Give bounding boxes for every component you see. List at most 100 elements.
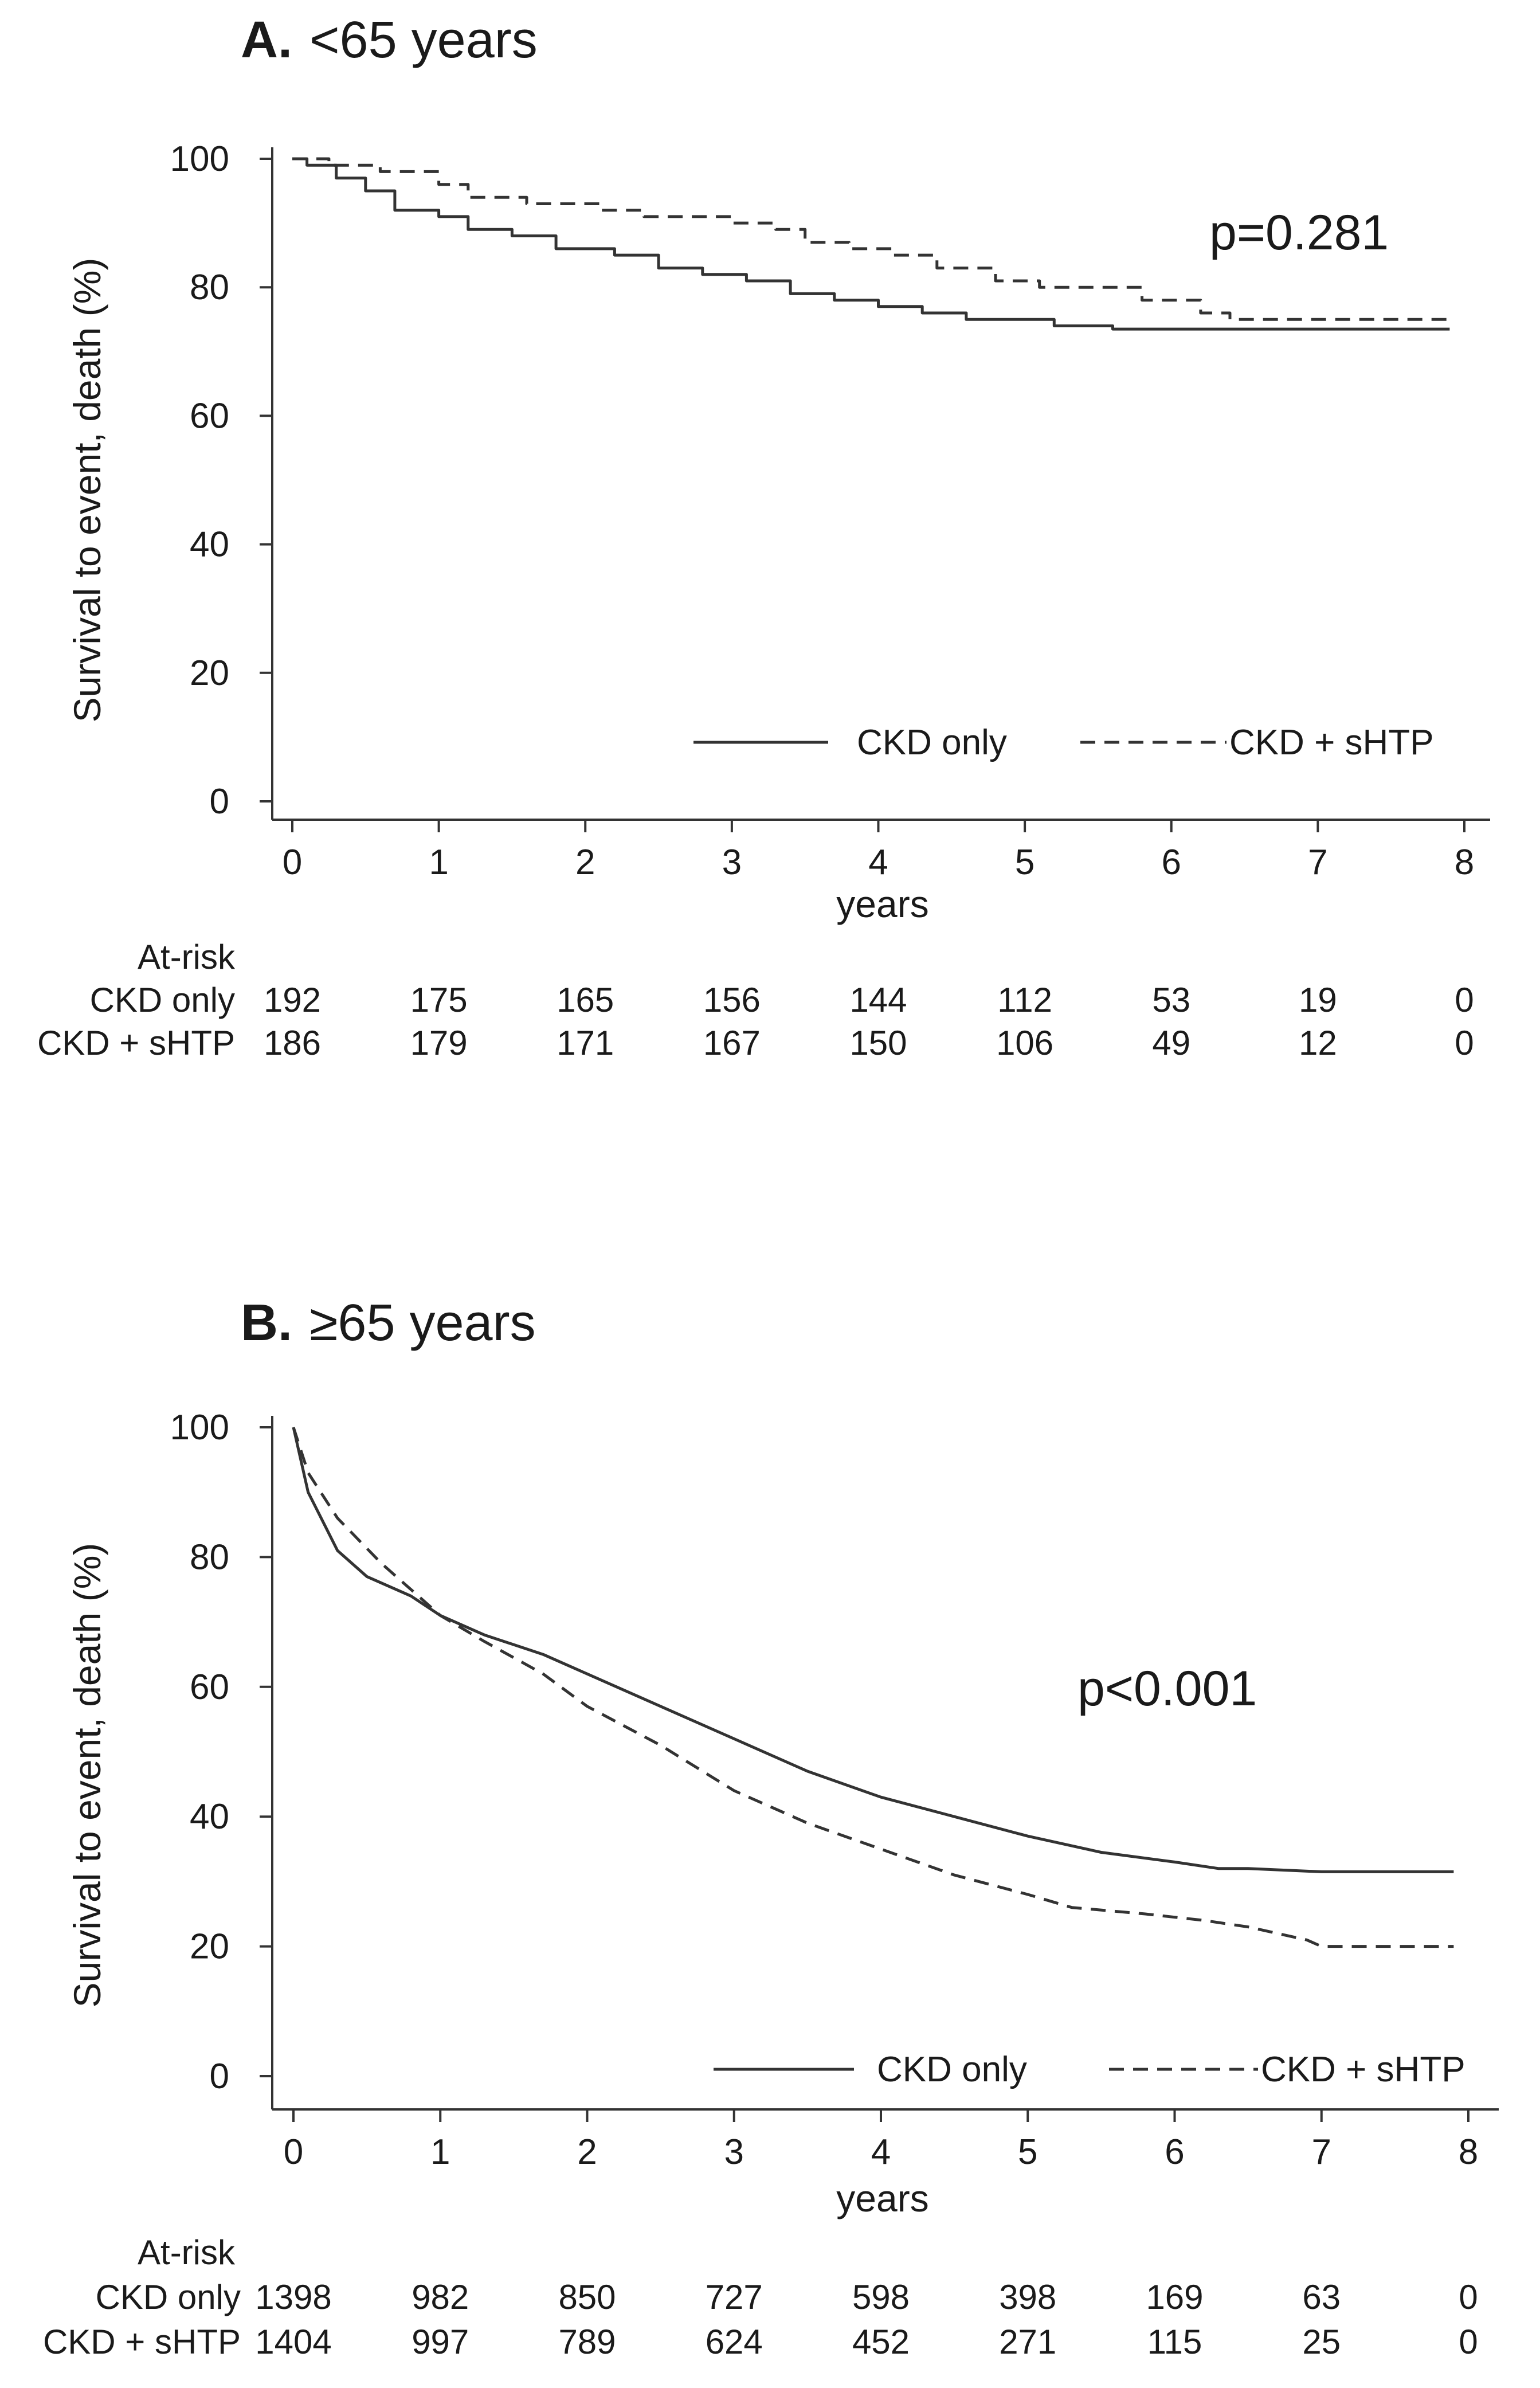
panel-a-at-risk-value: 0 — [1455, 1024, 1474, 1062]
panel-b-y-axis-label: Survival to event, death (%) — [66, 1543, 108, 2008]
panel-a-at-risk-value: 0 — [1455, 981, 1474, 1019]
panel-a-at-risk-table: At-risk CKD only CKD + sHTP 192 175 165 156… — [37, 938, 1474, 1062]
panel-b-at-risk-value: 997 — [412, 2323, 469, 2361]
panel-a-y-tick-label: 0 — [210, 782, 229, 821]
panel-a-p-value: p=0.281 — [1209, 205, 1389, 260]
panel-b-y-tick-label: 80 — [190, 1537, 229, 1577]
panel-b-x-tick-label: 0 — [284, 2132, 303, 2172]
panel-b-x-tick-label: 4 — [871, 2132, 891, 2172]
panel-b-legend: CKD only CKD + sHTP — [714, 2050, 1465, 2089]
panel-b-at-risk-value: 271 — [999, 2323, 1056, 2361]
panel-b-at-risk-row-label-ckd-shtp: CKD + sHTP — [43, 2323, 241, 2361]
panel-b-title: ≥65 years — [309, 1294, 536, 1352]
panel-b-y-tick-label: 40 — [190, 1797, 229, 1837]
panel-a-at-risk-value: 156 — [703, 981, 761, 1019]
panel-b-at-risk-value: 0 — [1459, 2323, 1478, 2361]
panel-b-y-tick-label: 100 — [170, 1408, 229, 1447]
panel-a-legend-label-ckd-only: CKD only — [857, 723, 1007, 762]
panel-b-at-risk-value: 598 — [852, 2278, 910, 2316]
panel-b-y-tick-label: 0 — [210, 2057, 229, 2096]
panel-a-at-risk-value: 167 — [703, 1024, 761, 1062]
panel-a-at-risk-value: 165 — [557, 981, 614, 1019]
panel-b: B. ≥65 years Survival to event, death (%… — [43, 1294, 1499, 2361]
panel-a-x-tick-label: 4 — [868, 843, 888, 882]
panel-b-at-risk-value: 398 — [999, 2278, 1056, 2316]
panel-a-y-tick-label: 80 — [190, 268, 229, 307]
panel-b-p-value: p<0.001 — [1077, 1661, 1257, 1716]
panel-a-at-risk-value: 144 — [849, 981, 907, 1019]
panel-b-plot-area: 0 20 40 60 80 100 0 1 2 3 4 5 6 7 8 — [170, 1408, 1499, 2172]
panel-b-x-tick-label: 8 — [1459, 2132, 1478, 2172]
panel-b-at-risk-header: At-risk — [138, 2233, 236, 2272]
panel-b-x-tick-label: 5 — [1018, 2132, 1037, 2172]
panel-a-at-risk-value: 106 — [996, 1024, 1053, 1062]
panel-a-at-risk-header: At-risk — [138, 938, 236, 976]
panel-a-at-risk-value: 19 — [1299, 981, 1337, 1019]
panel-a-x-tick-label: 3 — [722, 843, 742, 882]
panel-b-series-ckd-shtp-line — [292, 1427, 1454, 1948]
panel-b-legend-label-ckd-only: CKD only — [877, 2050, 1027, 2089]
panel-a-y-tick-label: 40 — [190, 525, 229, 565]
panel-a-at-risk-value: 150 — [849, 1024, 907, 1062]
panel-b-at-risk-value: 452 — [852, 2323, 910, 2361]
panel-b-x-axis-label: years — [836, 2177, 928, 2219]
panel-b-at-risk-value: 169 — [1146, 2278, 1203, 2316]
panel-a-at-risk-value: 171 — [557, 1024, 614, 1062]
panel-a: A. <65 years Survival to event, death (%… — [37, 11, 1490, 1062]
panel-a-series-ckd-only-line — [292, 157, 1450, 331]
panel-b-at-risk-value: 1398 — [255, 2278, 331, 2316]
panel-a-at-risk-value: 175 — [410, 981, 468, 1019]
panel-a-at-risk-value: 186 — [264, 1024, 321, 1062]
panel-b-at-risk-value: 0 — [1459, 2278, 1478, 2316]
panel-b-x-tick-label: 3 — [724, 2132, 744, 2172]
panel-b-letter: B. — [241, 1294, 292, 1352]
panel-a-x-tick-label: 5 — [1015, 843, 1034, 882]
panel-b-at-risk-value: 982 — [412, 2278, 469, 2316]
panel-a-y-tick-label: 60 — [190, 396, 229, 436]
panel-b-at-risk-value: 1404 — [255, 2323, 331, 2361]
panel-a-at-risk-value: 112 — [997, 981, 1052, 1019]
panel-a-at-risk-value: 192 — [264, 981, 321, 1019]
panel-a-x-axis-label: years — [836, 883, 928, 925]
panel-a-at-risk-values: 192 175 165 156 144 112 53 19 0 186 179 171 167 150 10… — [264, 981, 1474, 1062]
panel-b-y-tick-label: 20 — [190, 1927, 229, 1967]
panel-a-at-risk-row-label-ckd-shtp: CKD + sHTP — [37, 1024, 235, 1062]
panel-b-y-tick-label: 60 — [190, 1667, 229, 1707]
panel-a-legend-label-ckd-shtp: CKD + sHTP — [1229, 723, 1434, 762]
panel-a-x-tick-label: 8 — [1455, 843, 1474, 882]
panel-b-at-risk-value: 624 — [706, 2323, 763, 2361]
panel-a-x-tick-label: 6 — [1162, 843, 1181, 882]
panel-a-title: <65 years — [309, 11, 538, 69]
panel-b-at-risk-value: 25 — [1302, 2323, 1341, 2361]
panel-b-series-ckd-only-line — [292, 1427, 1454, 1873]
panel-a-x-tick-label: 2 — [575, 843, 595, 882]
panel-a-x-tick-label: 1 — [429, 843, 448, 882]
panel-a-at-risk-value: 49 — [1152, 1024, 1190, 1062]
panel-a-y-axis-label: Survival to event, death (%) — [66, 258, 108, 723]
panel-b-at-risk-value: 850 — [558, 2278, 616, 2316]
panel-a-x-tick-label: 0 — [283, 843, 302, 882]
panel-a-y-tick-label: 100 — [170, 139, 229, 179]
panel-b-legend-label-ckd-shtp: CKD + sHTP — [1261, 2050, 1465, 2089]
panel-a-at-risk-value: 12 — [1299, 1024, 1337, 1062]
panel-a-letter: A. — [241, 11, 292, 69]
panel-b-at-risk-value: 63 — [1302, 2278, 1341, 2316]
panel-b-at-risk-table: At-risk CKD only CKD + sHTP 1398 982 850 72… — [43, 2233, 1478, 2361]
panel-b-at-risk-values: 1398 982 850 727 598 398 169 63 0 1404 997 789 624 45… — [255, 2278, 1478, 2361]
panel-a-at-risk-value: 179 — [410, 1024, 468, 1062]
panel-a-plot-area: 0 20 40 60 80 100 0 1 2 3 4 5 6 7 8 — [170, 139, 1490, 882]
panel-b-at-risk-value: 727 — [706, 2278, 763, 2316]
panel-b-x-tick-label: 7 — [1312, 2132, 1331, 2172]
panel-b-at-risk-row-label-ckd-only: CKD only — [96, 2278, 241, 2316]
panel-b-at-risk-value: 115 — [1147, 2323, 1202, 2361]
panel-b-x-tick-label: 6 — [1165, 2132, 1184, 2172]
panel-b-x-tick-label: 2 — [577, 2132, 597, 2172]
panel-a-at-risk-row-label-ckd-only: CKD only — [90, 981, 235, 1019]
panel-a-at-risk-value: 53 — [1152, 981, 1190, 1019]
panel-a-series-ckd-shtp-line — [292, 157, 1450, 321]
panel-a-x-tick-label: 7 — [1308, 843, 1327, 882]
panel-a-legend: CKD only CKD + sHTP — [693, 723, 1434, 762]
panel-a-y-tick-label: 20 — [190, 653, 229, 693]
